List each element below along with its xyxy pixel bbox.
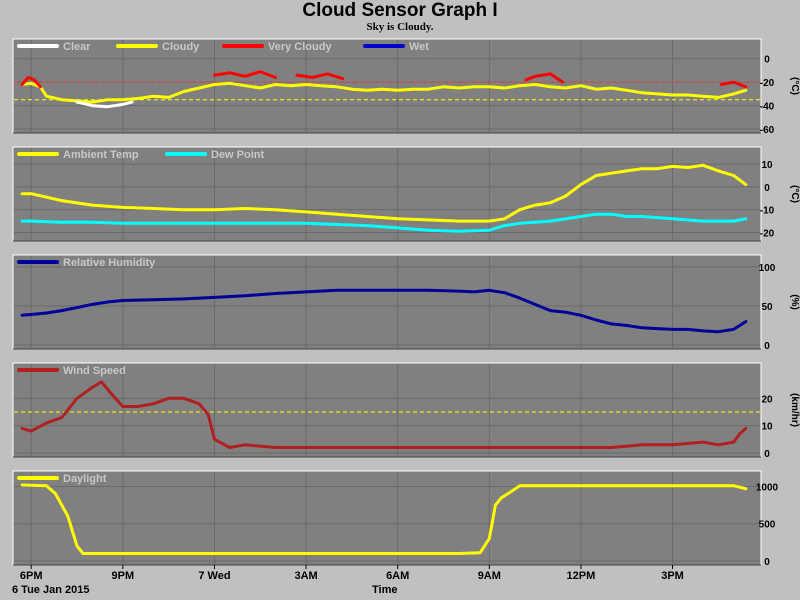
x-tick-label: 9AM: [478, 570, 501, 582]
y-tick-label: -10: [760, 206, 775, 217]
legend-label: Wind Speed: [63, 365, 126, 377]
legend-label: Very Cloudy: [268, 41, 332, 53]
page-subtitle: Sky is Cloudy.: [366, 21, 434, 33]
series-line: [20, 288, 748, 334]
x-tick-label: 9PM: [112, 570, 135, 582]
y-axis-label: (°C): [789, 77, 800, 95]
series-line: [20, 380, 748, 449]
y-tick-label: 1000: [756, 482, 779, 493]
y-tick-label: 0: [764, 557, 770, 568]
y-axis-label: (°C): [789, 185, 800, 203]
series-line: [20, 483, 748, 555]
x-tick-label: 12PM: [567, 570, 596, 582]
x-axis-label: Time: [372, 584, 398, 596]
series-line: [75, 100, 134, 109]
legend-label: Wet: [409, 41, 429, 53]
plot-area: [12, 38, 762, 134]
plot-area: [12, 254, 762, 350]
legend-label: Daylight: [63, 473, 107, 485]
y-tick-label: 0: [764, 183, 770, 194]
legend-label: Ambient Temp: [63, 149, 139, 161]
y-axis-label: (km/hr): [789, 393, 800, 427]
y-tick-label: -20: [760, 228, 775, 239]
y-tick-label: -20: [760, 78, 775, 89]
series-line: [20, 212, 748, 233]
x-tick-label: 3PM: [661, 570, 684, 582]
series-line: [295, 72, 345, 81]
y-tick-label: 0: [764, 55, 770, 66]
x-tick-label: 7 Wed: [198, 570, 230, 582]
y-axis-label: (%): [789, 294, 800, 310]
y-tick-label: -60: [760, 125, 775, 136]
series-line: [20, 76, 42, 89]
y-tick-label: 10: [761, 160, 773, 171]
date-label: 6 Tue Jan 2015: [12, 584, 90, 596]
x-tick-label: 6PM: [20, 570, 43, 582]
plot-area: [12, 146, 762, 242]
y-tick-label: 20: [761, 394, 773, 405]
legend-label: Clear: [63, 41, 91, 53]
y-tick-label: 0: [764, 449, 770, 460]
y-tick-label: -40: [760, 102, 775, 113]
x-tick-label: 3AM: [294, 570, 317, 582]
y-tick-label: 500: [759, 520, 776, 531]
series-line: [20, 81, 748, 104]
page-title: Cloud Sensor Graph I: [302, 0, 498, 21]
legend-label: Relative Humidity: [63, 257, 156, 269]
series-line: [20, 163, 748, 223]
legend-label: Dew Point: [211, 149, 265, 161]
x-tick-label: 6AM: [386, 570, 409, 582]
series-line: [719, 80, 748, 89]
y-tick-label: 10: [761, 422, 773, 433]
series-line: [213, 70, 277, 79]
y-tick-label: 0: [764, 341, 770, 352]
series-line: [524, 72, 565, 84]
plot-area: [12, 362, 762, 458]
y-tick-label: 50: [761, 302, 773, 313]
y-tick-label: 100: [759, 263, 776, 274]
legend-label: Cloudy: [162, 41, 200, 53]
